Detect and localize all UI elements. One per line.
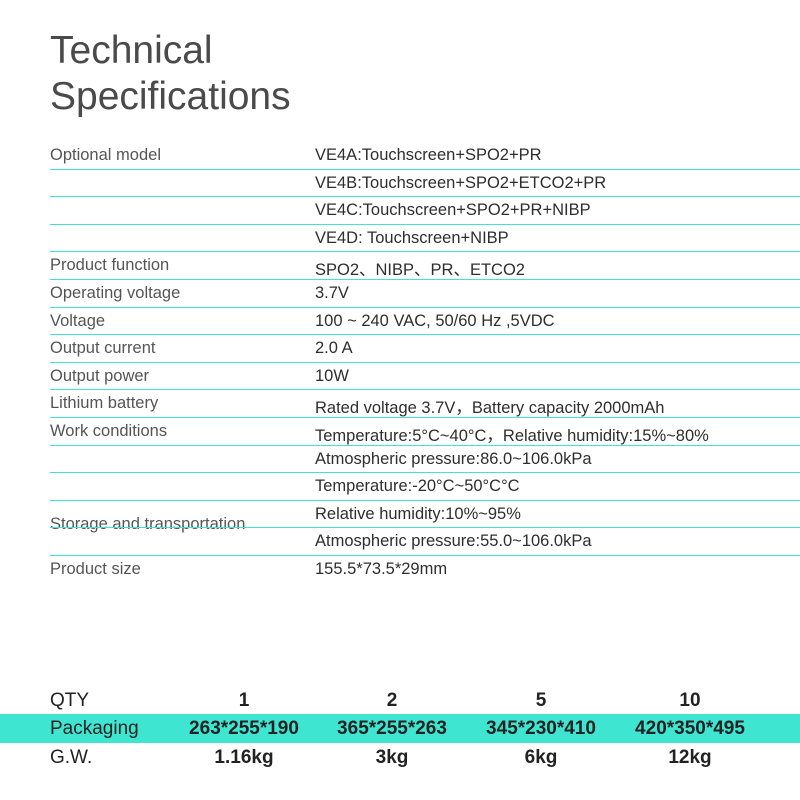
spec-value: 2.0 A — [315, 339, 353, 358]
packaging-dimension: 263*255*190 — [189, 718, 299, 739]
spec-value: Relative humidity:10%~95% — [315, 504, 521, 523]
title-line-1: Technical — [50, 29, 213, 72]
spec-row-storage-a: Storage and transportation Temperature:-… — [50, 473, 800, 533]
qty-value: 1 — [238, 690, 250, 711]
spec-row-optional-model-c: VE4C:Touchscreen+SPO2+PR+NIBP — [50, 197, 800, 225]
spec-label: Product function — [50, 256, 170, 275]
spec-value: 10W — [315, 366, 349, 385]
spec-value: SPO2、NIBP、PR、ETCO2 — [315, 261, 525, 280]
qty-row: QTY 1 2 5 10 — [0, 686, 800, 714]
spec-value: VE4A:Touchscreen+SPO2+PR — [315, 146, 542, 164]
spec-value: 100 ~ 240 VAC, 50/60 Hz ,5VDC — [315, 311, 555, 330]
spec-value: Temperature:-20°C~50°C°C — [315, 477, 520, 496]
spec-value: VE4C:Touchscreen+SPO2+PR+NIBP — [315, 201, 591, 220]
spec-label: Work conditions — [50, 421, 168, 440]
spec-row-optional-model-a: Optional model VE4A:Touchscreen+SPO2+PR — [50, 142, 800, 170]
spec-row-product-size: Product size 155.5*73.5*29mm — [50, 556, 800, 584]
gross-weight-value: 1.16kg — [214, 747, 274, 768]
spec-label: Output current — [50, 339, 156, 358]
gross-weight-value: 6kg — [524, 747, 558, 768]
spec-value: Atmospheric pressure:55.0~106.0kPa — [315, 532, 592, 551]
qty-value: 2 — [386, 690, 398, 711]
packaging-row: Packaging 263*255*190 365*255*263 345*23… — [0, 714, 800, 743]
spec-row-output-current: Output current 2.0 A — [50, 335, 800, 363]
spec-row-lithium-battery: Lithium battery Rated voltage 3.7V，Batte… — [50, 390, 800, 418]
spec-label: Storage and transportation — [50, 515, 246, 534]
spec-row-storage-b: Relative humidity:10%~95% — [50, 501, 800, 529]
gross-weight-value: 3kg — [375, 747, 409, 768]
packaging-label: Packaging — [50, 718, 139, 739]
qty-label: QTY — [50, 690, 90, 711]
spec-row-work-conditions-a: Work conditions Temperature:5°C~40°C，Rel… — [50, 418, 800, 446]
spec-value: Rated voltage 3.7V，Battery capacity 2000… — [315, 399, 665, 418]
spec-row-optional-model-d: VE4D: Touchscreen+NIBP — [50, 225, 800, 253]
spec-label: Product size — [50, 559, 141, 578]
packaging-table: QTY 1 2 5 10 Packaging 263*255*190 365*2… — [0, 686, 800, 771]
title-line-2: Specifications — [50, 75, 291, 118]
spec-value: 3.7V — [315, 283, 349, 302]
spec-label: Lithium battery — [50, 394, 159, 413]
spec-value: Temperature:5°C~40°C，Relative humidity:1… — [315, 426, 709, 445]
gross-weight-label: G.W. — [50, 747, 93, 768]
spec-value: 155.5*73.5*29mm — [315, 559, 448, 578]
packaging-dimension: 365*255*263 — [337, 718, 447, 739]
specifications-table: Optional model VE4A:Touchscreen+SPO2+PR … — [50, 142, 800, 584]
gross-weight-row: G.W. 1.16kg 3kg 6kg 12kg — [0, 743, 800, 771]
spec-row-work-conditions-b: Atmospheric pressure:86.0~106.0kPa — [50, 446, 800, 474]
spec-row-storage-c: Atmospheric pressure:55.0~106.0kPa — [50, 528, 800, 556]
page-title: Technical Specifications — [50, 28, 291, 120]
spec-label: Voltage — [50, 311, 106, 330]
spec-row-output-power: Output power 10W — [50, 363, 800, 391]
spec-label: Output power — [50, 366, 150, 385]
spec-row-product-function: Product function SPO2、NIBP、PR、ETCO2 — [50, 252, 800, 280]
qty-value: 5 — [535, 690, 547, 711]
spec-row-voltage: Voltage 100 ~ 240 VAC, 50/60 Hz ,5VDC — [50, 308, 800, 336]
spec-value: VE4D: Touchscreen+NIBP — [315, 228, 509, 247]
spec-label: Operating voltage — [50, 283, 181, 302]
spec-row-operating-voltage: Operating voltage 3.7V — [50, 280, 800, 308]
spec-label: Optional model — [50, 146, 161, 164]
spec-row-optional-model-b: VE4B:Touchscreen+SPO2+ETCO2+PR — [50, 170, 800, 198]
packaging-dimension: 345*230*410 — [486, 718, 596, 739]
packaging-dimension: 420*350*495 — [635, 718, 745, 739]
gross-weight-value: 12kg — [668, 747, 712, 768]
spec-value: Atmospheric pressure:86.0~106.0kPa — [315, 449, 592, 468]
spec-value: VE4B:Touchscreen+SPO2+ETCO2+PR — [315, 173, 607, 192]
qty-value: 10 — [679, 690, 701, 711]
